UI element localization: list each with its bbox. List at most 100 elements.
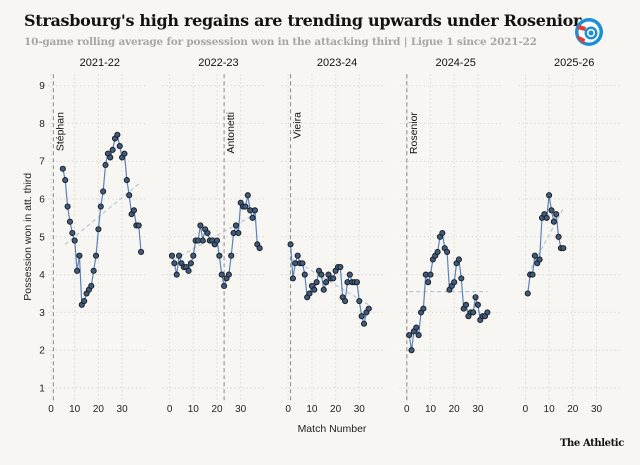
panel-title: 2021-22 — [80, 57, 120, 69]
panel-2021-22: 0 10 20 30 2021-22 Stéphan — [43, 57, 146, 415]
brand-logo: The Athletic — [560, 438, 624, 449]
trend-line — [527, 208, 564, 275]
data-point — [287, 241, 294, 248]
data-point — [88, 282, 95, 289]
x-tick-label: 20 — [330, 404, 342, 415]
x-tick-label: 20 — [449, 404, 461, 415]
data-point — [216, 252, 223, 259]
data-point — [455, 256, 462, 263]
data-point — [69, 229, 76, 237]
data-point — [472, 294, 479, 301]
data-point — [470, 309, 477, 316]
data-point — [548, 207, 555, 214]
y-tick-label: 9 — [39, 81, 45, 92]
data-point — [320, 286, 327, 293]
y-tick-label: 1 — [39, 384, 45, 395]
data-point — [100, 188, 107, 195]
data-point — [415, 332, 422, 339]
data-point — [171, 260, 178, 267]
data-point — [337, 263, 344, 271]
x-tick-label: 10 — [544, 404, 556, 415]
data-point — [130, 207, 137, 214]
data-point — [346, 271, 353, 278]
panel-title: 2024-25 — [435, 57, 475, 69]
data-point — [546, 192, 553, 199]
data-point — [543, 214, 550, 221]
data-point — [121, 150, 128, 157]
data-point — [427, 271, 434, 278]
data-point — [555, 233, 562, 240]
data-point — [311, 286, 318, 293]
data-point — [116, 143, 123, 150]
club-logo — [575, 18, 603, 46]
data-point — [299, 260, 306, 267]
data-point — [95, 226, 102, 233]
data-point — [330, 275, 337, 282]
data-point — [204, 229, 211, 237]
data-point — [342, 298, 349, 305]
trend-line — [292, 258, 370, 306]
data-point — [168, 252, 176, 259]
data-point — [221, 282, 228, 289]
data-point — [114, 131, 121, 138]
data-point — [123, 177, 130, 184]
data-point — [484, 309, 491, 316]
data-point — [524, 290, 531, 297]
panel-title: 2022-23 — [198, 57, 238, 69]
panel-title: 2025-26 — [554, 57, 594, 69]
chart-title: Strasbourg's high regains are trending u… — [24, 11, 582, 30]
data-point — [244, 192, 251, 199]
data-point — [365, 305, 372, 312]
data-point — [176, 252, 183, 259]
data-point — [413, 324, 420, 331]
data-point — [232, 222, 240, 229]
x-tick-label: 30 — [472, 404, 484, 415]
data-point — [107, 154, 114, 161]
y-tick-label: 4 — [39, 270, 45, 281]
data-point — [62, 177, 69, 184]
data-point — [59, 165, 66, 172]
y-tick-label: 8 — [39, 119, 45, 130]
data-point — [66, 218, 74, 225]
data-point — [420, 305, 427, 312]
trend-line — [64, 181, 142, 245]
data-point — [294, 252, 301, 259]
series-line — [527, 195, 564, 294]
x-tick-label: 30 — [117, 404, 129, 415]
data-point — [90, 267, 97, 274]
data-point — [301, 271, 308, 278]
data-point — [187, 260, 194, 267]
y-tick-label: 5 — [39, 232, 45, 243]
data-point — [451, 279, 458, 286]
data-point — [553, 211, 560, 218]
data-point — [360, 320, 368, 327]
y-axis-label: Possession won in att. third — [22, 173, 34, 301]
x-tick-label: 20 — [567, 404, 579, 415]
y-tick-label: 3 — [39, 308, 45, 319]
panel-title: 2023-24 — [317, 57, 357, 69]
data-point — [197, 222, 204, 229]
data-point — [406, 332, 413, 339]
x-tick-label: 20 — [211, 404, 223, 415]
data-point — [81, 298, 88, 305]
x-tick-label: 30 — [354, 404, 366, 415]
data-point — [560, 245, 567, 252]
data-point — [102, 161, 109, 169]
chart-subtitle: 10-game rolling average for possession w… — [24, 36, 537, 48]
x-tick-label: 10 — [306, 404, 318, 415]
panel-2025-26: 0 10 20 30 2025-26 — [518, 57, 621, 415]
data-point — [536, 256, 543, 263]
manager-label: Stéphan — [54, 112, 66, 151]
data-point — [462, 301, 470, 308]
x-tick-label: 0 — [167, 404, 173, 415]
y-tick-label: 2 — [39, 346, 45, 357]
data-point — [92, 252, 100, 259]
data-point — [173, 271, 180, 278]
x-tick-label: 20 — [93, 404, 105, 415]
panel-2024-25: 0 10 20 30 2024-25 Rosenior — [399, 57, 502, 415]
manager-label: Vieira — [292, 112, 304, 139]
x-tick-label: 0 — [523, 404, 529, 415]
data-point — [306, 290, 313, 297]
data-point — [74, 267, 81, 274]
